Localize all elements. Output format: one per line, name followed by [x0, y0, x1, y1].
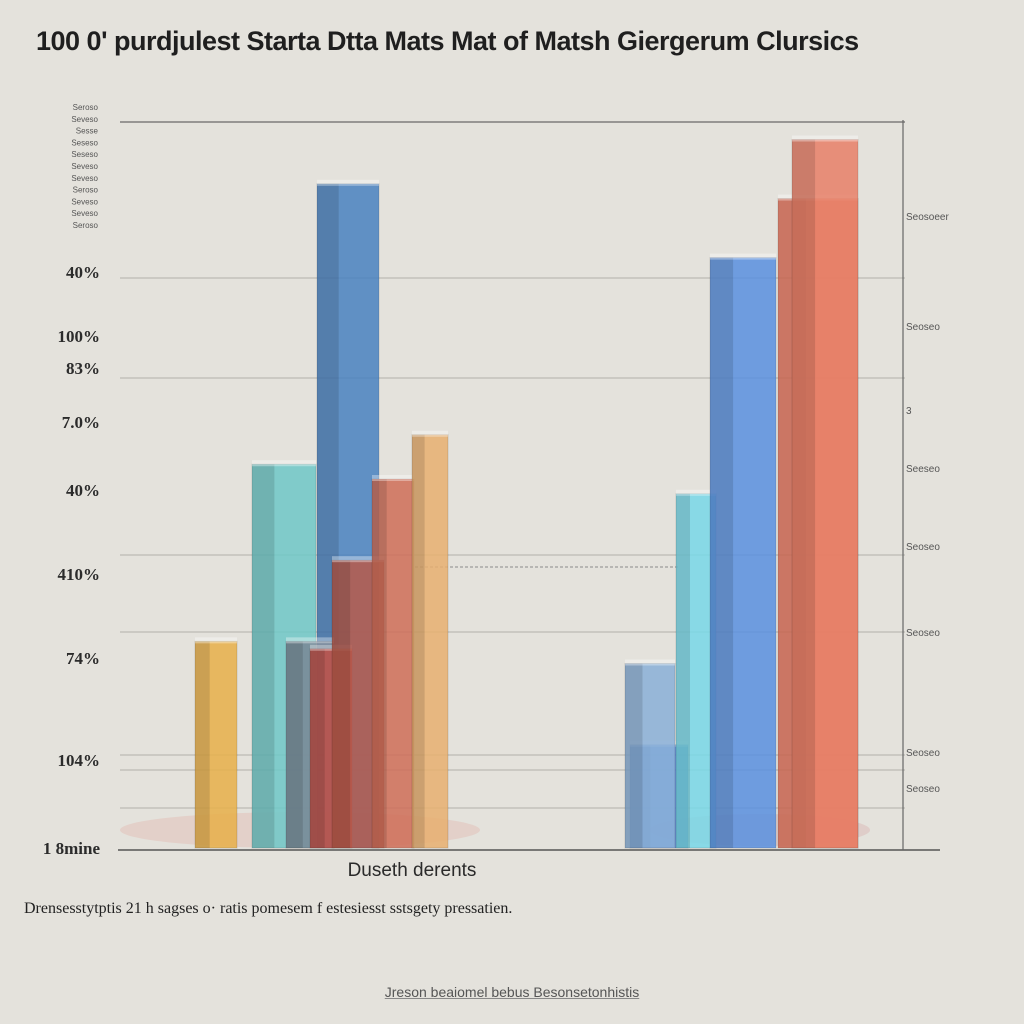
y-tick-label-small: Seroso: [73, 221, 99, 230]
bar-side-shade: [310, 648, 325, 848]
right-tick-label: Seoseo: [906, 322, 940, 333]
chart-footer-note: Jreson beaiomel bebus Besonsetonhistis: [384, 984, 640, 1000]
y-tick-label: 7.0%: [62, 413, 100, 432]
y-tick-label-small: Seseso: [71, 150, 98, 159]
bar-top-face: [332, 556, 384, 563]
bar-side-shade: [710, 257, 734, 849]
x-axis-label: Duseth derents: [348, 860, 477, 881]
bar: [411, 434, 449, 849]
bar: [194, 640, 238, 849]
y-tick-label-small: Seveso: [71, 209, 98, 218]
bar-top-face: [625, 659, 675, 666]
bar-side-shade: [372, 479, 387, 848]
right-tick-label: Seoseo: [906, 542, 940, 553]
right-tick-label: Seoseo: [906, 784, 940, 795]
bar-side-shade: [195, 641, 210, 848]
y-tick-label: 104%: [58, 751, 101, 770]
bar-top-face: [372, 475, 414, 481]
right-tick-label: Seeseo: [906, 464, 940, 475]
bar-top-face: [195, 637, 237, 644]
y-tick-label-small: Seveso: [71, 162, 98, 171]
y-tick-label: 40%: [66, 481, 100, 500]
y-tick-label-small: Seveso: [71, 174, 98, 183]
right-tick-label: Seoseo: [906, 628, 940, 639]
right-tick-label: Seoseo: [906, 748, 940, 759]
right-tick-label: Seosoeer: [906, 212, 949, 223]
y-tick-label-small: Sesse: [76, 127, 99, 136]
y-tick-label-small: Seseso: [71, 138, 98, 147]
bar-top-face: [286, 637, 334, 644]
y-tick-label: 100%: [58, 327, 101, 346]
y-tick-label: 83%: [66, 359, 100, 378]
bar-side-shade: [676, 493, 690, 848]
bar-top-face: [317, 179, 379, 186]
bar-top-face: [710, 253, 776, 260]
bar: [709, 257, 777, 849]
chart-title: 100 0' purdjulest Starta Dtta Mats Mat o…: [36, 26, 859, 56]
y-tick-label-small: Seroso: [73, 186, 99, 195]
bar: [624, 663, 676, 849]
bar: [791, 139, 859, 849]
y-tick-label: 40%: [66, 263, 100, 282]
bar-side-shade: [625, 663, 643, 848]
bar-top-face: [252, 460, 316, 467]
bar-top-face: [792, 135, 858, 142]
y-tick-label: 1 8mine: [43, 839, 101, 858]
bar-top-face: [676, 489, 716, 496]
right-tick-label: 3: [906, 406, 912, 417]
y-tick-label-small: Seveso: [71, 115, 98, 124]
y-tick-label: 74%: [66, 649, 100, 668]
left-small-tick-labels: Seroso Seveso Sesse Seseso Seseso Seveso Seves…: [71, 103, 98, 230]
right-tick-labels: Seosoeer Seoseo 3 Seeseo Seoseo Seoseo Seoseo S…: [906, 212, 949, 795]
bar-side-shade: [286, 641, 303, 848]
bar: [371, 478, 415, 849]
chart-caption: Drensesstytptis 21 h sagses o· ratis pom…: [24, 900, 513, 917]
bar-side-shade: [252, 464, 275, 848]
y-tick-label-small: Seveso: [71, 197, 98, 206]
bars: [194, 135, 859, 849]
y-tick-label-small: Seroso: [73, 103, 99, 112]
bar-top-face: [310, 644, 352, 651]
bar-top-face: [412, 430, 448, 437]
y-tick-label: 410%: [58, 565, 101, 584]
left-group-bars: [194, 179, 449, 849]
axes: [118, 120, 940, 851]
left-tick-labels: 40% 100% 83% 7.0% 40% 410% 74% 104% 1 8mine: [43, 263, 101, 858]
bar-side-shade: [332, 560, 351, 848]
right-group-bars: [624, 135, 859, 849]
bar-side-shade: [792, 139, 816, 848]
bar-side-shade: [412, 434, 425, 848]
